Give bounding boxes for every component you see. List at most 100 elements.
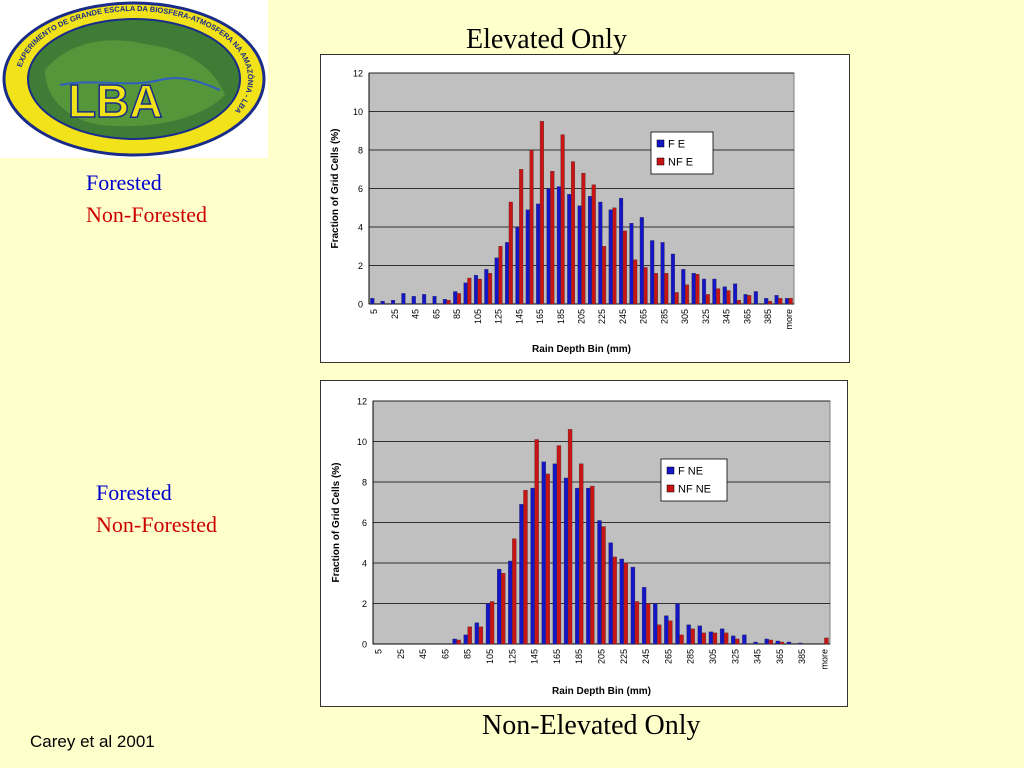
bar xyxy=(630,566,636,645)
x-tick-label: 365 xyxy=(742,309,752,324)
bar xyxy=(575,487,580,645)
bar xyxy=(498,246,503,305)
x-tick-label: 245 xyxy=(641,649,651,664)
bar xyxy=(452,638,457,645)
x-tick-label: 265 xyxy=(663,649,673,664)
x-tick-label: 45 xyxy=(411,309,421,319)
bar xyxy=(735,638,740,645)
y-axis-label: Fraction of Grid Cells (%) xyxy=(330,128,341,248)
bar xyxy=(679,634,684,645)
bar xyxy=(477,278,482,305)
bar xyxy=(497,568,502,645)
bar xyxy=(485,603,491,645)
y-tick-label: 0 xyxy=(358,300,363,310)
side-legend-1: Forested Non-Forested xyxy=(86,167,207,231)
bar xyxy=(612,207,617,305)
bar xyxy=(736,299,741,305)
bar xyxy=(685,284,690,305)
bar xyxy=(660,242,665,305)
bar xyxy=(550,171,555,305)
bar xyxy=(370,298,375,305)
bar xyxy=(505,242,510,305)
bar xyxy=(619,197,624,305)
x-tick-label: 165 xyxy=(552,649,562,664)
chart-elevated: 0 2 4 6 8 10 12 5 25 45 65 85 105 125 145 165 185 205 225 2… xyxy=(320,54,850,363)
legend-label: F NE xyxy=(678,466,703,478)
bar xyxy=(824,637,829,645)
legend-swatch xyxy=(656,139,665,148)
bar xyxy=(601,526,606,645)
bar xyxy=(567,429,573,645)
y-tick-label: 2 xyxy=(362,599,367,609)
bar xyxy=(686,624,691,645)
legend-swatch xyxy=(666,466,675,475)
bar xyxy=(753,641,758,645)
bar xyxy=(608,542,613,645)
bar xyxy=(779,641,785,645)
x-tick-label: 345 xyxy=(722,309,732,324)
bar xyxy=(753,291,758,305)
bar xyxy=(650,240,655,305)
x-tick-label: 65 xyxy=(440,649,450,659)
bar xyxy=(608,209,613,305)
bar xyxy=(764,638,769,645)
bar xyxy=(519,504,524,645)
x-tick-label: 85 xyxy=(463,649,473,659)
x-tick-label: 185 xyxy=(574,649,584,664)
bar xyxy=(788,298,793,305)
x-tick-label: 125 xyxy=(507,649,517,664)
x-tick-label: 45 xyxy=(418,649,428,659)
x-tick-label: 65 xyxy=(431,309,441,319)
bar xyxy=(653,603,658,645)
bar xyxy=(536,203,541,305)
bar xyxy=(697,625,702,645)
x-tick-label: 165 xyxy=(535,309,545,324)
bar xyxy=(784,298,789,305)
bar xyxy=(797,642,803,645)
bar xyxy=(587,196,593,305)
x-tick-label: 5 xyxy=(374,649,384,654)
bar xyxy=(545,473,550,645)
bar xyxy=(643,267,648,305)
x-tick-label: 105 xyxy=(485,649,495,664)
y-tick-label: 4 xyxy=(362,559,367,569)
bar xyxy=(743,294,748,305)
bar xyxy=(664,615,669,645)
bar xyxy=(719,628,725,645)
bar xyxy=(411,296,416,305)
y-tick-label: 12 xyxy=(357,397,367,407)
bar xyxy=(742,634,747,645)
y-tick-label: 4 xyxy=(358,223,363,233)
x-tick-label: 205 xyxy=(597,649,607,664)
bar xyxy=(401,293,406,305)
bar xyxy=(391,299,396,305)
logo-text: LBA xyxy=(68,75,163,127)
bar xyxy=(508,201,513,305)
bar xyxy=(556,186,561,305)
x-tick-label: 285 xyxy=(686,649,696,664)
bar xyxy=(723,632,729,645)
y-axis-label: Fraction of Grid Cells (%) xyxy=(331,462,342,582)
bar xyxy=(675,603,680,645)
bar xyxy=(747,295,752,305)
x-tick-label: 305 xyxy=(680,309,690,324)
y-tick-label: 0 xyxy=(362,640,367,650)
bar xyxy=(523,489,528,645)
bar xyxy=(653,273,658,305)
lba-logo-graphic: LBA EXPERIMENTO DE GRANDE ESCALA DA BIOS… xyxy=(2,1,266,157)
bar xyxy=(674,292,679,305)
bar xyxy=(586,487,591,645)
bar xyxy=(767,300,772,305)
bar xyxy=(515,226,520,305)
bar xyxy=(473,274,478,305)
x-tick-label: 385 xyxy=(797,649,807,664)
x-tick-label: 225 xyxy=(619,649,629,664)
bar xyxy=(691,273,696,305)
bar xyxy=(501,572,506,645)
bar xyxy=(623,562,628,645)
bar xyxy=(590,485,595,645)
x-tick-label: 145 xyxy=(514,309,524,324)
legend-swatch xyxy=(666,484,675,493)
bar xyxy=(556,445,562,645)
